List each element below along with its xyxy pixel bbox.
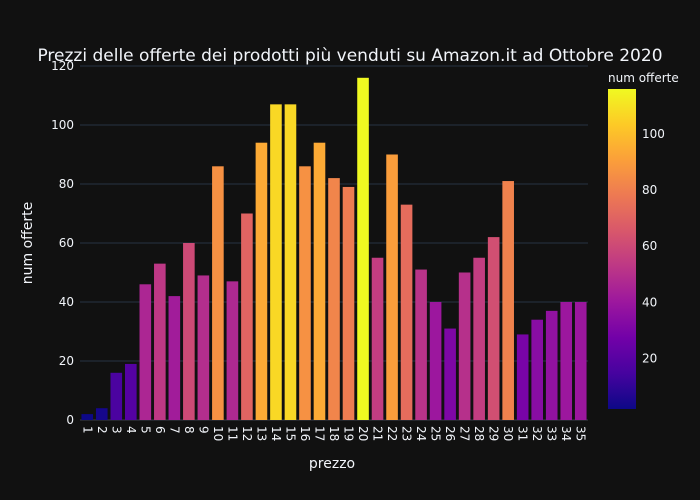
x-tick-label: 6 <box>153 426 167 434</box>
x-tick-label: 30 <box>501 426 515 441</box>
bar <box>545 310 558 420</box>
y-tick-label: 0 <box>66 413 74 427</box>
x-tick-label: 2 <box>95 426 109 434</box>
x-tick-label: 1 <box>80 426 94 434</box>
bar <box>81 414 94 420</box>
colorbar-gradient <box>608 89 636 409</box>
bar <box>270 104 282 420</box>
bar <box>212 166 224 420</box>
colorbar-tick-label: 60 <box>642 239 657 253</box>
x-tick-label: 19 <box>342 426 356 441</box>
bar <box>531 319 544 420</box>
x-tick-label: 4 <box>124 426 138 434</box>
x-tick-label: 29 <box>487 426 501 441</box>
x-tick-label: 23 <box>400 426 414 441</box>
bar <box>458 272 471 420</box>
bar <box>226 281 239 420</box>
x-tick-label: 26 <box>443 426 457 441</box>
colorbar-tick-label: 20 <box>642 351 657 365</box>
bar <box>473 257 485 420</box>
bar <box>110 372 123 420</box>
bar <box>183 243 195 420</box>
x-tick-label: 13 <box>254 426 268 441</box>
x-tick-label: 10 <box>211 426 225 441</box>
colorbar-tick-label: 40 <box>642 295 657 309</box>
x-axis-title: prezzo <box>309 456 355 472</box>
x-tick-label: 17 <box>312 426 326 441</box>
y-tick-label: 60 <box>59 236 74 250</box>
bar <box>139 284 152 420</box>
colorbar-ticks: 20 40 60 80 100 <box>642 127 665 366</box>
bar <box>502 181 514 420</box>
bar <box>444 328 456 420</box>
bar <box>241 213 253 420</box>
bar <box>415 269 427 420</box>
bar <box>124 363 137 420</box>
colorbar-title: num offerte <box>608 71 679 85</box>
colorbar-tick-label: 100 <box>642 127 665 141</box>
bar <box>574 302 587 420</box>
colorbar: num offerte 20 40 60 80 100 <box>608 71 679 409</box>
bar <box>313 142 326 420</box>
x-tick-label: 8 <box>182 426 196 434</box>
bar <box>357 77 369 421</box>
bar <box>328 178 340 420</box>
bars <box>81 77 587 421</box>
bar <box>429 302 442 420</box>
x-tick-label: 27 <box>458 426 472 441</box>
x-tick-label: 32 <box>530 426 544 441</box>
x-tick-label: 25 <box>429 426 443 441</box>
bar <box>284 104 297 420</box>
x-tick-label: 21 <box>371 426 385 441</box>
bar <box>299 166 311 420</box>
bar <box>342 186 355 420</box>
y-tick-label: 20 <box>59 354 74 368</box>
bar <box>400 204 413 420</box>
x-tick-label: 20 <box>356 426 370 441</box>
x-tick-label: 24 <box>414 426 428 441</box>
y-tick-label: 40 <box>59 295 74 309</box>
x-tick-label: 31 <box>516 426 530 441</box>
bar <box>197 275 210 420</box>
bar <box>371 257 384 420</box>
x-tick-label: 35 <box>574 426 588 441</box>
y-axis-ticks: 0 20 40 60 80 100 120 <box>51 59 74 427</box>
x-tick-label: 14 <box>269 426 283 441</box>
bar <box>168 296 181 420</box>
x-tick-label: 28 <box>472 426 486 441</box>
x-tick-label: 11 <box>225 426 239 441</box>
bar <box>516 334 529 420</box>
x-tick-label: 5 <box>138 426 152 434</box>
y-tick-label: 100 <box>51 118 74 132</box>
x-tick-label: 9 <box>196 426 210 434</box>
x-tick-label: 15 <box>283 426 297 441</box>
x-tick-label: 16 <box>298 426 312 441</box>
x-tick-label: 34 <box>559 426 573 441</box>
y-tick-label: 80 <box>59 177 74 191</box>
x-tick-label: 7 <box>167 426 181 434</box>
y-axis-title: num offerte <box>20 202 36 285</box>
x-tick-label: 3 <box>109 426 123 434</box>
bar <box>386 154 398 420</box>
colorbar-tick-label: 80 <box>642 183 657 197</box>
bar <box>255 142 268 420</box>
x-tick-label: 33 <box>545 426 559 441</box>
bar <box>95 408 108 420</box>
x-axis-ticks: 1 2 3 4 5 6 7 8 9 10 11 12 13 14 15 16 17 18 19 20 21 22 23 24 2… <box>80 426 587 441</box>
y-tick-label: 120 <box>51 59 74 73</box>
x-tick-label: 22 <box>385 426 399 441</box>
x-tick-label: 12 <box>240 426 254 441</box>
bar <box>560 302 573 420</box>
bar <box>487 237 500 420</box>
chart-title: Prezzi delle offerte dei prodotti più ve… <box>37 46 662 66</box>
x-tick-label: 18 <box>327 426 341 441</box>
bar <box>154 263 166 420</box>
